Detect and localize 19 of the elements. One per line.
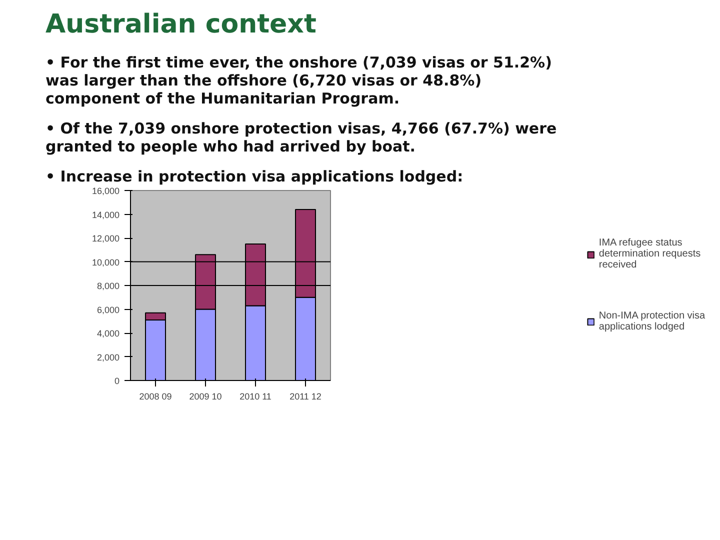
y-tick-label: 16,000: [92, 186, 120, 196]
text: • Increase in protection visa applications lodged:: [46, 168, 464, 186]
y-tick-label: 10,000: [92, 257, 120, 268]
x-tick-label: 2008 09: [139, 392, 172, 402]
legend-label: Non-IMA protection visa applications lodged: [598, 310, 706, 332]
y-tick-label: 8,000: [96, 281, 120, 291]
chart-title: Australian context: [46, 10, 316, 40]
y-tick-label: 0: [114, 376, 120, 386]
y-tick-label: 4,000: [96, 328, 120, 338]
y-tick-label: 14,000: [92, 210, 120, 220]
y-tick-label: 2,000: [96, 352, 120, 362]
legend-label: IMA refugee status determination requests received: [598, 238, 701, 270]
x-tick-label: 2011 12: [290, 392, 322, 402]
text: • Of the 7,039 onshore protection visas, 4,766 (67.7%) were granted to people who had arrived by boat.: [46, 120, 557, 156]
x-tick-label: 2010 11: [240, 392, 272, 402]
x-tick-label: 2009 10: [189, 392, 222, 402]
y-tick-label: 6,000: [96, 304, 120, 315]
y-tick-label: 12,000: [92, 234, 120, 244]
text: • For the first time ever, the onshore (7,039 visas or 51.2%) was larger than the offshore (6,720 visas or 48.8%) component of the Humanitarian Program.: [46, 54, 552, 108]
